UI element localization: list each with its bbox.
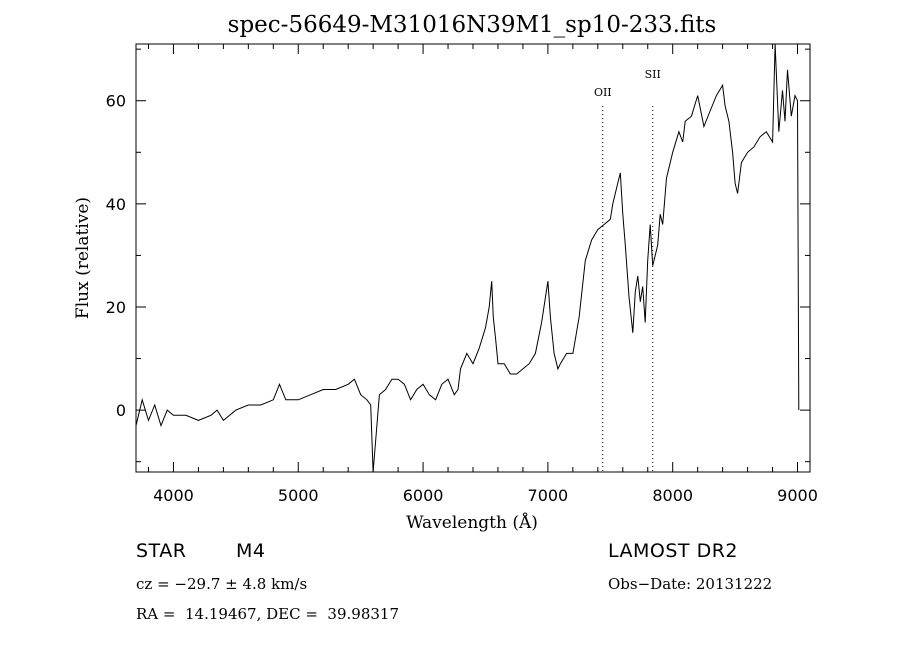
x-tick-label-1: 5000: [278, 486, 319, 505]
observation-date: Obs−Date: 20131222: [608, 575, 773, 593]
y-tick-label-2: 40: [106, 195, 126, 214]
plot-frame: [135, 43, 811, 473]
spectrum-series: [135, 43, 800, 473]
x-tick-label-2: 6000: [403, 486, 444, 505]
survey-release: LAMOST DR2: [608, 540, 738, 562]
object-class: STAR: [136, 540, 187, 562]
y-tick-label-0: 0: [116, 401, 126, 420]
x-tick-label-5: 9000: [777, 486, 818, 505]
x-tick-label-0: 4000: [153, 486, 194, 505]
object-subclass: M4: [236, 540, 266, 562]
x-tick-label-3: 7000: [528, 486, 569, 505]
redshift-velocity: cz = −29.7 ± 4.8 km/s: [136, 575, 308, 593]
x-axis-label: Wavelength (Å): [406, 512, 538, 533]
y-axis-label: Flux (relative): [73, 197, 93, 319]
chart-title: spec-56649-M31016N39M1_sp10-233.fits: [228, 12, 717, 38]
annotation-label-0: OII: [594, 86, 612, 99]
annotation-label-1: SII: [645, 68, 661, 81]
y-tick-label-3: 60: [106, 92, 126, 111]
line-annotations: OII SII: [594, 68, 661, 472]
x-tick-label-4: 8000: [652, 486, 693, 505]
coordinates: RA = 14.19467, DEC = 39.98317: [136, 605, 400, 623]
x-axis-ticks: 4000 5000 6000 7000 8000 9000: [147, 44, 818, 505]
y-tick-label-1: 20: [106, 298, 126, 317]
y-axis-ticks: 0 20 40 60: [106, 48, 810, 463]
spectrum-line-0: [135, 43, 800, 473]
